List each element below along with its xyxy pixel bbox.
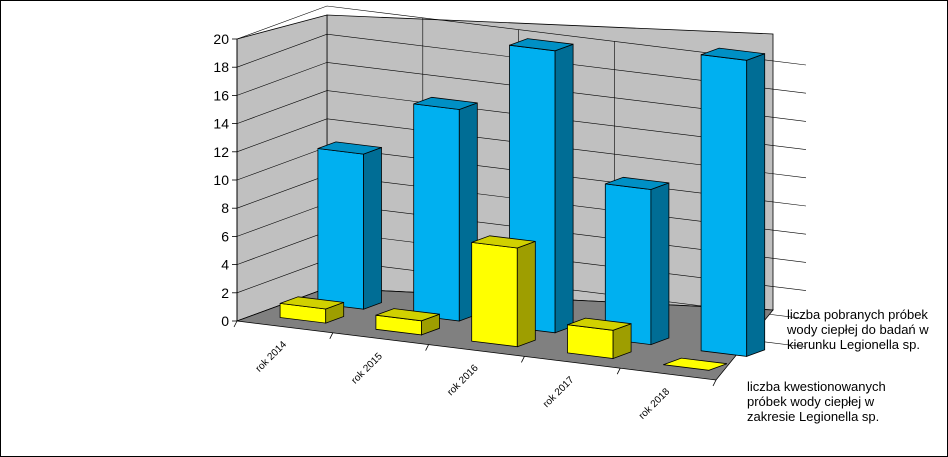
x-tick-mark [329,332,334,339]
bars [279,38,766,371]
bar-questioned-5 [663,357,728,371]
bar-side [746,53,766,357]
bar-front [471,241,518,348]
bar-top [605,176,670,190]
bar-front [700,54,748,357]
x-tick-mark [712,379,717,387]
bar-front [604,183,652,346]
bar-sampled-4 [604,176,670,346]
bar-top [471,235,536,249]
bar-questioned-2 [375,308,440,336]
legend-entry-series-1: liczba pobranych próbek wody ciepłej do … [787,307,929,352]
horizontal-gridline [236,62,807,122]
y-tick-label: 18 [213,59,229,75]
bar-questioned-4 [567,317,632,360]
x-category-label: rok 2016 [445,363,481,399]
bar-side [363,146,382,310]
bar-sampled-3 [509,38,574,334]
bar-front [413,103,460,322]
horizontal-gridline [236,90,807,150]
bar-top [375,308,440,322]
horizontal-gridline [236,33,807,94]
y-tick-label: 14 [213,116,229,132]
bar-top [279,296,344,310]
bar-top [509,38,574,52]
x-category-label: rok 2014 [254,339,290,375]
x-category-label: rok 2018 [637,386,673,422]
y-axis: 0 2 4 6 8 10 12 14 16 18 20 [213,31,238,329]
y-tick-label: 10 [213,172,229,188]
x-category-label: rok 2017 [541,374,577,410]
x-tick-mark [521,356,525,363]
side-wall [236,14,328,322]
bar-sampled-2 [413,96,478,322]
x-tick-mark [616,368,621,375]
bar-sampled-1 [317,141,382,310]
x-category-label: rok 2015 [350,351,386,387]
bar-questioned-1 [279,296,345,324]
legend-entry-series-2: liczba kwestionowanych próbek wody ciepł… [747,379,886,424]
y-tick-label: 4 [221,257,229,273]
bar-top [700,47,765,61]
y-tick-label: 2 [221,285,229,301]
y-tick-label: 20 [213,31,229,47]
horizontal-gridline [236,118,807,179]
y-tick-label: 6 [221,228,229,244]
bar-sampled-5 [700,47,766,357]
y-tick-label: 12 [213,144,229,160]
bar-top [663,357,728,371]
x-tick-mark [233,320,238,328]
bar-top [413,96,478,110]
bar-top [567,317,632,331]
y-tick-label: 16 [213,87,229,103]
y-tick-label: 8 [221,200,229,216]
bar-top [317,141,382,155]
bar-front [317,148,364,310]
y-tick-label: 0 [221,313,229,329]
bar-side [650,182,670,346]
bar-questioned-3 [471,235,536,348]
bar-side [554,43,574,334]
bar-side [516,240,536,348]
horizontal-gridline [236,5,807,66]
x-tick-mark [425,344,429,351]
